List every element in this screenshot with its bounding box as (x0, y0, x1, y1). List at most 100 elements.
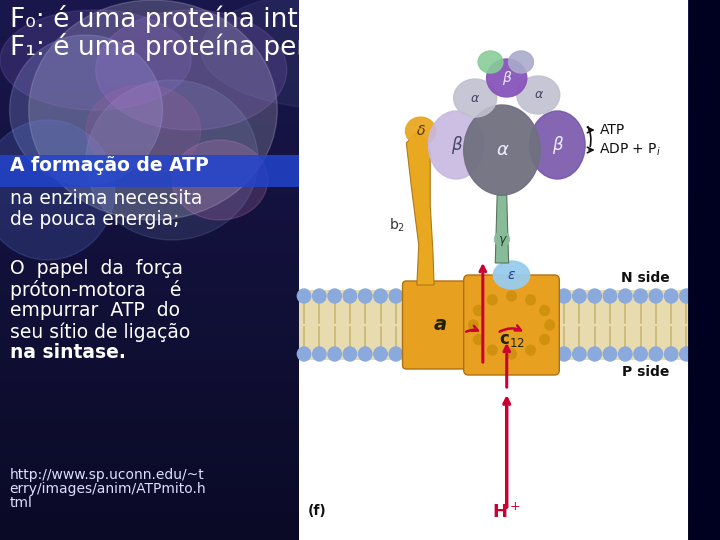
Circle shape (665, 347, 678, 361)
Circle shape (680, 347, 693, 361)
Ellipse shape (0, 10, 192, 110)
Circle shape (542, 289, 556, 303)
Circle shape (496, 347, 510, 361)
Circle shape (481, 289, 495, 303)
FancyBboxPatch shape (464, 275, 559, 375)
Text: α: α (471, 91, 480, 105)
Bar (0, 155, 300, 187)
Circle shape (603, 347, 616, 361)
Circle shape (680, 289, 693, 303)
Text: de pouca energia;: de pouca energia; (9, 210, 179, 229)
Circle shape (450, 347, 464, 361)
Circle shape (526, 295, 536, 305)
Circle shape (435, 347, 449, 361)
Bar (300, 0, 688, 540)
Circle shape (374, 289, 387, 303)
Text: ATP: ATP (600, 123, 625, 137)
Text: erry/images/anim/ATPmito.h: erry/images/anim/ATPmito.h (9, 482, 206, 496)
Text: c$_{12}$: c$_{12}$ (499, 331, 524, 349)
Circle shape (507, 291, 516, 301)
Ellipse shape (0, 120, 114, 260)
Text: F₀: é uma proteína integral de membrana;: F₀: é uma proteína integral de membrana; (9, 5, 568, 33)
Circle shape (474, 334, 483, 345)
Ellipse shape (508, 51, 534, 73)
Ellipse shape (478, 51, 503, 73)
Ellipse shape (86, 85, 201, 175)
Ellipse shape (493, 261, 530, 289)
Circle shape (511, 347, 525, 361)
Text: (f): (f) (308, 504, 327, 518)
Text: b$_2$: b$_2$ (389, 217, 405, 234)
Circle shape (359, 347, 372, 361)
Ellipse shape (382, 0, 574, 70)
Circle shape (466, 289, 479, 303)
Circle shape (420, 347, 433, 361)
Ellipse shape (172, 140, 268, 220)
Circle shape (507, 349, 516, 359)
Circle shape (649, 289, 662, 303)
Ellipse shape (9, 35, 163, 185)
Circle shape (496, 289, 510, 303)
Circle shape (557, 347, 571, 361)
Circle shape (572, 289, 586, 303)
Circle shape (542, 347, 556, 361)
Text: β: β (503, 71, 511, 85)
Ellipse shape (96, 10, 287, 130)
Circle shape (540, 306, 549, 315)
Circle shape (389, 289, 402, 303)
Circle shape (487, 295, 497, 305)
Circle shape (572, 347, 586, 361)
Text: A formação de ATP: A formação de ATP (9, 156, 208, 175)
Ellipse shape (201, 0, 487, 110)
Ellipse shape (428, 111, 484, 179)
Circle shape (374, 347, 387, 361)
Text: http://www.sp.uconn.edu/~t: http://www.sp.uconn.edu/~t (9, 468, 204, 482)
Circle shape (603, 289, 616, 303)
Circle shape (527, 289, 540, 303)
Text: β: β (552, 136, 563, 154)
Circle shape (420, 289, 433, 303)
Circle shape (359, 289, 372, 303)
Circle shape (618, 289, 632, 303)
Circle shape (312, 347, 326, 361)
Circle shape (588, 347, 601, 361)
Text: α: α (496, 141, 508, 159)
Text: tml: tml (9, 496, 32, 510)
Circle shape (665, 289, 678, 303)
Text: ε: ε (508, 268, 516, 282)
Circle shape (469, 320, 478, 330)
Circle shape (511, 289, 525, 303)
Circle shape (297, 289, 311, 303)
Text: ADP + P$_i$: ADP + P$_i$ (600, 142, 662, 158)
Circle shape (474, 306, 483, 315)
Ellipse shape (86, 80, 258, 240)
Polygon shape (406, 133, 434, 285)
Circle shape (389, 347, 402, 361)
Circle shape (297, 347, 311, 361)
Ellipse shape (454, 79, 497, 117)
Circle shape (312, 289, 326, 303)
Ellipse shape (495, 231, 510, 247)
Circle shape (557, 289, 571, 303)
Circle shape (545, 320, 554, 330)
Text: O  papel  da  força: O papel da força (9, 259, 183, 278)
Text: β: β (451, 136, 462, 154)
Text: empurrar  ATP  do: empurrar ATP do (9, 301, 179, 320)
Circle shape (405, 347, 418, 361)
Circle shape (435, 289, 449, 303)
Circle shape (634, 289, 647, 303)
Circle shape (526, 345, 536, 355)
Text: γ: γ (498, 233, 505, 246)
Text: H$^+$: H$^+$ (492, 503, 521, 522)
Circle shape (588, 289, 601, 303)
Circle shape (634, 347, 647, 361)
Ellipse shape (464, 105, 540, 195)
Text: F₁: é uma proteína periférica de membrana.: F₁: é uma proteína periférica de membran… (9, 33, 591, 61)
Circle shape (343, 289, 356, 303)
Text: na enzima necessita: na enzima necessita (9, 189, 202, 208)
Ellipse shape (29, 0, 277, 220)
Circle shape (405, 289, 418, 303)
Circle shape (487, 345, 497, 355)
Circle shape (649, 347, 662, 361)
Polygon shape (495, 195, 508, 263)
